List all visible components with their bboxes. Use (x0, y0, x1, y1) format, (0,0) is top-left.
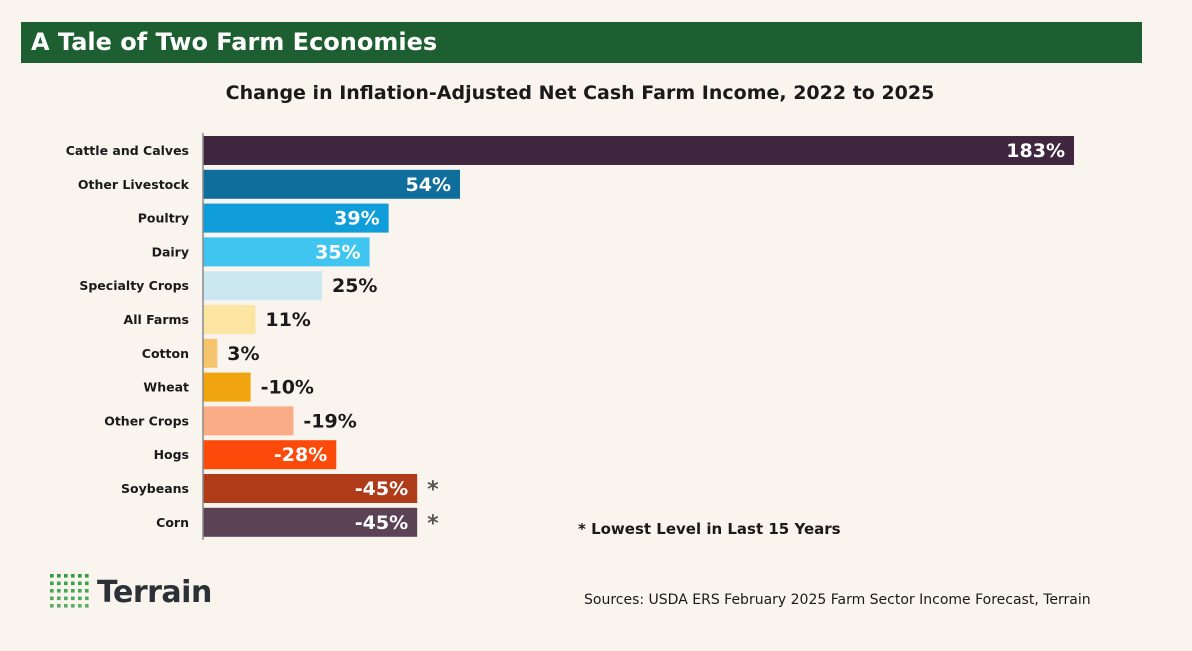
asterisk-marker: * (427, 478, 439, 503)
asterisk-marker: * (427, 511, 439, 536)
sources-text: Sources: USDA ERS February 2025 Farm Sec… (584, 592, 1091, 608)
logo-dot (57, 604, 61, 608)
bar (203, 237, 370, 267)
value-label: 35% (315, 241, 360, 263)
value-label: 54% (406, 174, 451, 196)
value-label: 183% (1006, 140, 1065, 162)
category-label: All Farms (124, 312, 189, 327)
logo-dot (50, 604, 54, 608)
logo-dot (64, 596, 68, 601)
bar (203, 169, 461, 199)
logo-dot (71, 589, 75, 593)
logo-dot (85, 604, 89, 608)
category-label: Other Livestock (78, 177, 190, 192)
category-label: Soybeans (121, 481, 189, 496)
logo-dot (57, 574, 61, 578)
value-label: -10% (261, 377, 314, 399)
value-label: -45% (355, 478, 408, 500)
terrain-grid-icon (50, 574, 89, 608)
bar (203, 406, 294, 436)
logo-dot (78, 574, 82, 578)
bar (203, 305, 256, 334)
bar (203, 507, 418, 537)
bar (203, 136, 1074, 165)
chart-note: * Lowest Level in Last 15 Years (578, 520, 841, 538)
logo-dot (50, 581, 54, 586)
chart-title: Change in Inflation-Adjusted Net Cash Fa… (225, 82, 935, 104)
value-label: -19% (303, 410, 356, 432)
category-label: Corn (156, 515, 189, 530)
category-label: Poultry (138, 211, 189, 226)
logo-dot (71, 604, 75, 608)
value-label: 39% (334, 208, 379, 230)
logo-dot (64, 581, 68, 586)
logo-dot (71, 581, 75, 586)
category-label: Hogs (154, 447, 189, 462)
category-label: Wheat (143, 380, 189, 395)
logo-dot (85, 596, 89, 601)
logo-dot (50, 574, 54, 578)
value-label: 3% (227, 343, 259, 365)
category-label: Dairy (152, 244, 189, 259)
value-label: -28% (274, 444, 327, 466)
value-label: -45% (355, 512, 408, 534)
logo-dot (85, 574, 89, 578)
logo-dot (57, 581, 61, 586)
category-label: Cattle and Calves (66, 143, 189, 158)
bar (203, 203, 389, 233)
value-label: 25% (332, 275, 377, 297)
logo-dot (71, 574, 75, 578)
bar (203, 474, 418, 503)
value-label: 11% (265, 309, 310, 331)
logo-dot (85, 589, 89, 593)
logo-dot (64, 589, 68, 593)
logo-dot (64, 574, 68, 578)
category-label: Other Crops (104, 413, 189, 428)
bar (203, 440, 337, 470)
logo-dot (64, 604, 68, 608)
logo-dot (57, 596, 61, 601)
bar (203, 338, 218, 368)
logo-dot (57, 589, 61, 593)
banner-title: A Tale of Two Farm Economies (31, 28, 438, 56)
logo-text: Terrain (97, 575, 212, 610)
bar (203, 372, 251, 402)
logo-dot (78, 596, 82, 601)
banner: A Tale of Two Farm Economies (21, 22, 1142, 63)
logo-dot (50, 589, 54, 593)
bar (203, 271, 322, 301)
category-label: Specialty Crops (79, 278, 189, 293)
category-label: Cotton (142, 346, 189, 361)
logo-dot (71, 596, 75, 601)
logo-dot (85, 581, 89, 586)
logo-dot (50, 596, 54, 601)
logo-dot (78, 604, 82, 608)
logo-dot (78, 581, 82, 586)
logo-dot (78, 589, 82, 593)
